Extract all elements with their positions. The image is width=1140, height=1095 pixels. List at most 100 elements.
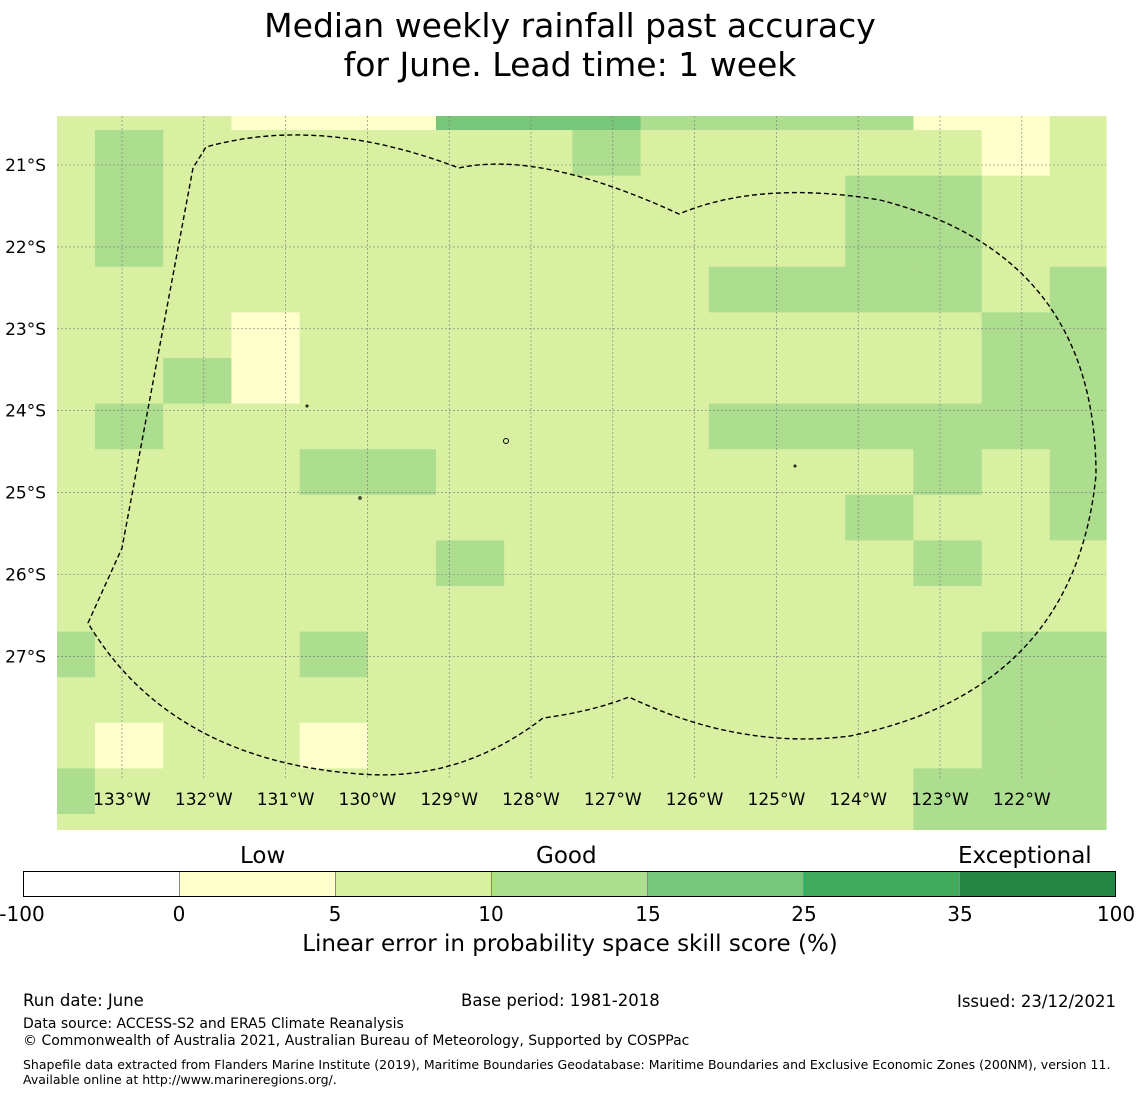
grid-cell [504,403,573,450]
grid-cell [1049,540,1107,587]
grid-cell [981,130,1051,177]
grid-cell [163,358,232,405]
colorbar-segment [24,872,180,896]
grid-cell [163,221,232,268]
grid-cell [367,586,437,633]
grid-cell [913,631,983,678]
grid-cell [708,449,778,496]
skill-map: 133°W 132°W 131°W 130°W 129°W 128°W 127°W 126°W… [5,116,1107,830]
grid-cell [231,586,301,633]
grid-cell [95,677,164,724]
grid-cell [845,116,914,131]
grid-cell [708,130,778,177]
grid-cell [845,677,914,724]
grid-cell [981,312,1051,359]
grid-cell [163,175,232,222]
grid-cell [640,358,710,405]
grid-cell [163,677,232,724]
issued-date: Issued: 23/12/2021 [956,992,1116,1011]
grid-cell [299,540,369,587]
grid-cell [57,116,96,131]
grid-cell [504,540,573,587]
grid-cell [1049,358,1107,405]
grid-cell [231,814,301,830]
grid-cell [913,814,983,830]
grid-cell [57,722,96,769]
grid-cell [367,312,437,359]
longitude-tick-label: 131°W [257,790,315,810]
grid-cell [436,221,505,268]
grid-cell [777,677,846,724]
grid-cell [299,768,369,815]
colorbar-segment [804,872,960,896]
grid-cell [913,540,983,587]
category-low-label: Low [240,843,286,869]
grid-cell [572,221,642,268]
grid-cell [299,358,369,405]
grid-cell [436,814,505,830]
island-outline [793,464,797,468]
grid-cell [640,677,710,724]
grid-cell [57,814,96,830]
grid-cell [981,768,1051,815]
grid-cell [1049,449,1107,496]
grid-cell [504,116,573,131]
grid-cell [572,768,642,815]
grid-cell [504,312,573,359]
map-title: Median weekly rainfall past accuracy for… [0,6,1140,84]
grid-cell [163,403,232,450]
title-line-1: Median weekly rainfall past accuracy [264,6,876,45]
grid-cell [572,130,642,177]
longitude-tick-label: 132°W [175,790,233,810]
grid-cell [231,116,301,131]
grid-cell [845,722,914,769]
grid-cell [504,677,573,724]
grid-cell [436,358,505,405]
grid-cell [95,768,164,815]
grid-cell [367,116,437,131]
grid-cell [436,403,505,450]
grid-cell [57,677,96,724]
grid-cell [231,449,301,496]
colorbar [23,871,1116,897]
grid-cell [913,175,983,222]
grid-cell [845,312,914,359]
grid-cell [57,586,96,633]
grid-cell [367,449,437,496]
colorbar-tick: 100 [1096,902,1136,926]
grid-cell [436,540,505,587]
grid-cell [640,403,710,450]
grid-cell [163,116,232,131]
grid-cell [640,221,710,268]
grid-cell [163,266,232,313]
colorbar-segment [492,872,648,896]
grid-cell [95,116,164,131]
grid-cell [436,175,505,222]
grid-cell [845,403,914,450]
grid-cell [708,540,778,587]
grid-cell [1049,116,1107,131]
grid-cell [299,631,369,678]
grid-cell [163,722,232,769]
longitude-tick-label: 123°W [911,790,969,810]
grid-cell [231,768,301,815]
grid-cell [845,814,914,830]
grid-cell [845,266,914,313]
grid-cell [367,494,437,541]
grid-cell [95,130,164,177]
grid-cell [1049,266,1107,313]
title-line-2: for June. Lead time: 1 week [343,45,797,84]
grid-cell [57,403,96,450]
grid-cell [299,494,369,541]
grid-cell [163,494,232,541]
grid-cell [95,586,164,633]
grid-cell [572,722,642,769]
grid-cell [845,631,914,678]
grid-cell [572,175,642,222]
grid-cell [981,116,1051,131]
grid-cell [436,494,505,541]
grid-cell [367,130,437,177]
grid-cell [640,540,710,587]
grid-cell [640,768,710,815]
grid-cell [95,631,164,678]
